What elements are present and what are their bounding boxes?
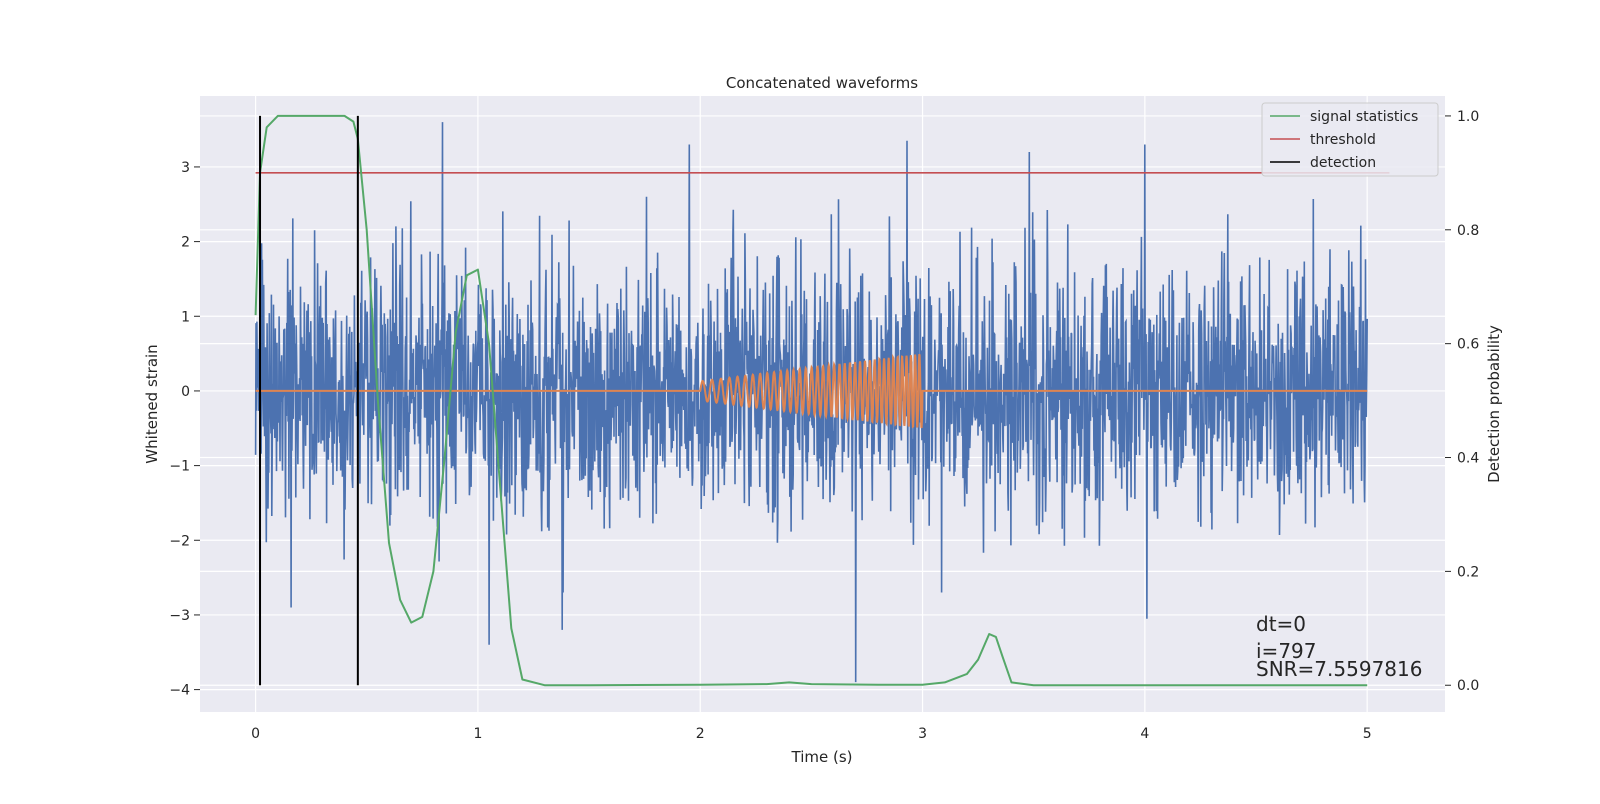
chart-title: Concatenated waveforms: [726, 74, 918, 92]
y-tick-label-right: 1.0: [1457, 109, 1479, 125]
y-tick-label-right: 0.8: [1457, 223, 1479, 239]
x-tick-label: 3: [918, 726, 927, 742]
x-tick-label: 0: [251, 726, 260, 742]
legend-box: [1261, 102, 1439, 177]
y-tick-label-left: 3: [181, 160, 190, 176]
y-axis-label-right: Detection probability: [1485, 325, 1503, 483]
y-tick-label-right: 0.2: [1457, 564, 1479, 580]
legend-label-signal-statistics: signal statistics: [1310, 109, 1418, 125]
legend-label-threshold: threshold: [1310, 132, 1376, 148]
axes: 0 1 2 3 4 5 −4 −3 −2 −1 0 1 2 3 0.0 0.2 0.4 0.6 0.8 1.0: [169, 109, 1479, 742]
x-axis-label: Time (s): [791, 748, 853, 766]
annotation-dt: dt=0: [1256, 612, 1306, 636]
y-tick-label-right: 0.0: [1457, 678, 1479, 694]
y-tick-label-right: 0.6: [1457, 337, 1479, 353]
y-tick-label-left: 2: [181, 235, 190, 251]
y-tick-label-right: 0.4: [1457, 451, 1479, 467]
series-signal-statistics-line: [254, 114, 1368, 687]
series-injection-line: [255, 353, 1368, 429]
y-tick-label-left: −1: [169, 459, 190, 475]
series-noise-line: [254, 122, 1368, 683]
y-tick-label-left: −4: [169, 683, 190, 699]
series-layer: [254, 114, 1390, 687]
x-tick-label: 5: [1363, 726, 1372, 742]
y-tick-label-left: −2: [169, 533, 190, 549]
x-tick-label: 4: [1140, 726, 1149, 742]
y-tick-label-left: 1: [181, 309, 190, 325]
legend: signal statistics threshold detection: [1261, 102, 1439, 177]
y-axis-label-left: Whitened strain: [143, 344, 161, 463]
legend-label-detection: detection: [1310, 155, 1376, 171]
x-tick-label: 2: [696, 726, 705, 742]
y-tick-label-left: 0: [181, 384, 190, 400]
annotation-i: i=797: [1256, 639, 1317, 663]
x-tick-label: 1: [473, 726, 482, 742]
y-tick-label-left: −3: [169, 608, 190, 624]
annotation-snr: SNR=7.5597816: [1256, 657, 1422, 681]
